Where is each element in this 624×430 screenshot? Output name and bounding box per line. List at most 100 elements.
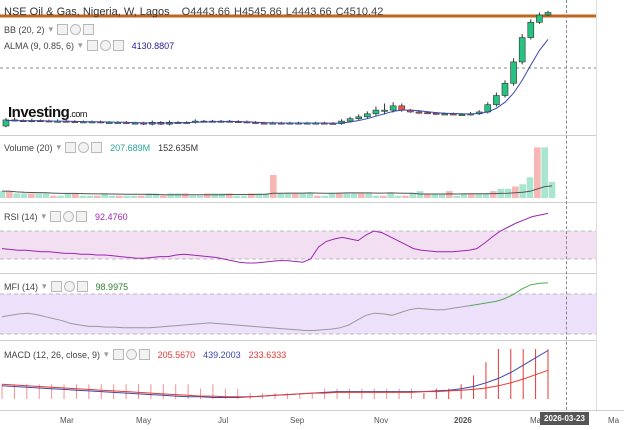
volume-bar — [512, 186, 519, 198]
macd-legend[interactable]: MACD (12, 26, close, 9) ▾ 205.5670 439.2… — [4, 349, 286, 360]
volume-bar — [145, 193, 152, 198]
rsi-pane[interactable] — [0, 203, 596, 273]
volume-bar — [284, 193, 292, 198]
axis-label-nov: Nov — [374, 416, 389, 425]
pane-divider[interactable] — [0, 340, 624, 341]
close-icon[interactable] — [138, 349, 150, 360]
volume-bar — [446, 191, 453, 198]
macd-value-1: 205.5670 — [157, 349, 196, 360]
settings-icon[interactable] — [63, 281, 75, 292]
mfi-legend[interactable]: MFI (14) ▾ 98.9975 — [4, 281, 128, 292]
volume-bar — [108, 195, 116, 198]
ohlc-high: H4545.86 — [234, 6, 282, 18]
legend-dropdown-icon[interactable]: ▾ — [41, 211, 47, 221]
bb-legend[interactable]: BB (20, 2) ▾ — [4, 24, 95, 35]
volume-bar — [189, 195, 196, 198]
ohlc-open: O4443.66 — [181, 6, 230, 18]
volume-bar — [402, 195, 409, 198]
volume-bar — [541, 147, 548, 198]
visibility-icon[interactable] — [65, 142, 77, 153]
volume-bar — [255, 193, 262, 198]
volume-legend[interactable]: Volume (20) ▾ 207.689M 152.635M — [4, 142, 198, 153]
axis-label-ma: Ma — [530, 416, 542, 425]
visibility-icon[interactable] — [112, 349, 124, 360]
volume-bar — [116, 195, 123, 198]
mfi-pane[interactable] — [0, 274, 596, 340]
pane-divider[interactable] — [0, 135, 624, 136]
candle — [510, 61, 517, 84]
legend-dropdown-icon[interactable]: ▾ — [78, 40, 83, 50]
pane-divider[interactable] — [0, 410, 624, 411]
volume-bar — [138, 195, 145, 198]
volume-bar — [50, 195, 57, 198]
candle — [493, 95, 500, 105]
volume-bar — [233, 195, 240, 198]
settings-icon[interactable] — [70, 24, 82, 35]
candle — [415, 111, 423, 114]
close-icon[interactable] — [83, 24, 95, 35]
settings-icon[interactable] — [99, 40, 111, 51]
legend-dropdown-icon[interactable]: ▾ — [104, 349, 109, 359]
legend-tools[interactable] — [57, 24, 95, 35]
macd-chart[interactable] — [0, 341, 596, 410]
volume-bar — [270, 175, 277, 198]
candle — [355, 116, 363, 119]
volume-pane[interactable] — [0, 136, 596, 202]
volume-chart[interactable] — [0, 136, 596, 202]
rsi-value: 92.4760 — [95, 211, 128, 222]
settings-icon[interactable] — [63, 211, 75, 222]
legend-tools[interactable] — [65, 142, 103, 153]
close-icon[interactable] — [76, 281, 88, 292]
visibility-icon[interactable] — [57, 24, 69, 35]
volume-label: Volume (20) — [4, 142, 53, 153]
volume-bar — [548, 181, 556, 198]
alma-legend[interactable]: ALMA (9, 0.85, 6) ▾ 4130.8807 — [4, 40, 174, 51]
candle — [527, 21, 535, 38]
symbol-title: NSE Oil & Gas, Nigeria, W, Lagos — [4, 6, 170, 18]
mfi-line — [1, 305, 471, 331]
mfi-chart[interactable] — [0, 274, 596, 340]
volume-bar — [0, 191, 6, 198]
candle — [544, 12, 552, 16]
visibility-icon[interactable] — [86, 40, 98, 51]
legend-dropdown-icon[interactable]: ▾ — [56, 142, 62, 152]
macd-pane[interactable] — [0, 341, 596, 410]
price-scale[interactable] — [596, 0, 624, 410]
close-icon[interactable] — [112, 40, 124, 51]
candle — [441, 113, 449, 116]
close-icon[interactable] — [76, 211, 88, 222]
legend-tools[interactable] — [112, 349, 150, 360]
volume-bar — [416, 191, 424, 198]
price-chart[interactable] — [0, 0, 596, 135]
legend-dropdown-icon[interactable]: ▾ — [48, 24, 54, 34]
brand-name: Investing — [8, 104, 70, 121]
candle — [381, 109, 388, 112]
pane-divider[interactable] — [0, 202, 624, 203]
volume-value-2: 152.635M — [158, 142, 199, 153]
legend-dropdown-icon[interactable]: ▾ — [42, 281, 47, 291]
settings-icon[interactable] — [78, 142, 90, 153]
volume-bar — [167, 193, 174, 198]
header-legend: NSE Oil & Gas, Nigeria, W, Lagos O4443.6… — [4, 6, 383, 18]
visibility-icon[interactable] — [50, 281, 62, 292]
rsi-chart[interactable] — [0, 203, 596, 273]
volume-bar — [350, 193, 358, 198]
volume-bar — [343, 193, 350, 198]
visibility-icon[interactable] — [50, 211, 62, 222]
rsi-legend[interactable]: RSI (14) ▾ 92.4760 — [4, 211, 128, 222]
legend-tools[interactable] — [86, 40, 124, 51]
time-axis[interactable]: Mar May Jul Sep Nov 2026 Ma Ma — [0, 410, 619, 430]
volume-bar — [42, 193, 50, 198]
close-icon[interactable] — [91, 142, 103, 153]
volume-bar — [424, 193, 431, 198]
pane-divider[interactable] — [0, 273, 624, 274]
volume-bar — [292, 193, 299, 198]
macd-value-3: 233.6333 — [248, 349, 287, 360]
legend-tools[interactable] — [50, 211, 88, 222]
volume-bar — [460, 193, 468, 198]
axis-label-sep: Sep — [290, 416, 305, 425]
price-pane[interactable] — [0, 0, 596, 135]
volume-bar — [79, 195, 86, 198]
settings-icon[interactable] — [125, 349, 137, 360]
legend-tools[interactable] — [50, 281, 88, 292]
